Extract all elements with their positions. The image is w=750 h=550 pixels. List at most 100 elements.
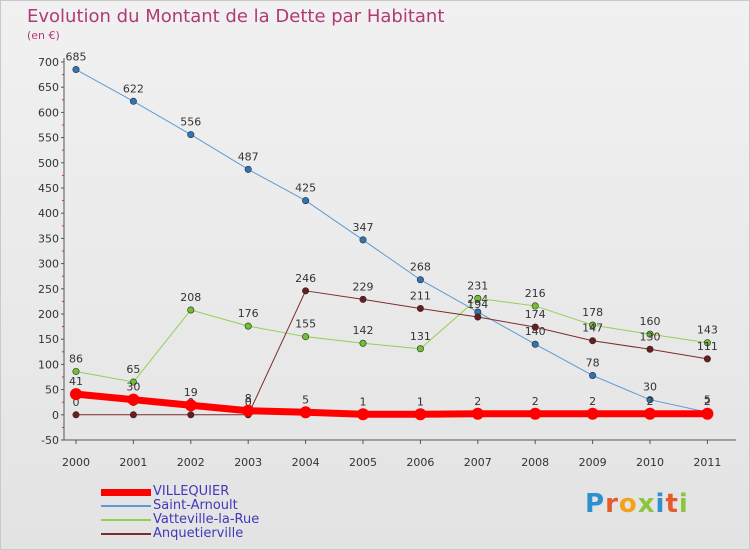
y-tick-label: 350 [38,232,59,245]
legend-label: VILLEQUIER [153,484,230,499]
data-label: 1 [417,395,424,408]
logo-letter: x [637,489,656,519]
y-tick-label: 500 [38,157,59,170]
data-label: 5 [704,393,711,406]
data-point [302,197,310,205]
x-tick-label: 2002 [177,456,205,469]
legend-item: Saint-Arnoult [101,499,259,513]
data-point [703,355,711,363]
data-label: 2 [589,395,596,408]
data-point [187,411,195,419]
y-tick-label: 100 [38,358,59,371]
series-line [72,390,711,418]
x-tick-label: 2007 [464,456,492,469]
x-tick-label: 2010 [636,456,664,469]
chart-title: Evolution du Montant de la Dette par Hab… [27,6,445,27]
data-point [531,340,539,348]
data-point [474,294,482,302]
data-point [414,408,427,421]
data-label: 1 [360,395,367,408]
data-point [244,165,252,173]
y-tick-label: 650 [38,81,59,94]
data-label: 142 [353,324,374,337]
legend-label: Anquetierville [153,526,244,541]
logo-letter: i [655,489,666,519]
data-label: 8 [245,392,252,405]
legend-item: Vatteville-la-Rue [101,513,259,527]
data-point [359,295,367,303]
y-tick-label: 0 [52,409,59,422]
data-label: 211 [410,289,431,302]
data-label: 2 [532,395,539,408]
x-tick-label: 2011 [693,456,721,469]
data-point [244,322,252,330]
y-tick-label: 550 [38,132,59,145]
data-label: 65 [126,363,140,376]
data-point [416,345,424,353]
logo-letter: o [618,489,638,519]
data-label: 174 [525,308,546,321]
data-point [416,276,424,284]
logo-letter: r [605,489,619,519]
legend-swatch [101,533,151,535]
data-label: 131 [410,330,431,343]
y-tick-label: -50 [41,434,59,447]
data-point [359,339,367,347]
y-tick-label: 600 [38,106,59,119]
legend-swatch [101,519,151,521]
data-label: 208 [180,291,201,304]
x-tick-label: 2008 [521,456,549,469]
data-label: 268 [410,261,431,274]
y-tick-label: 200 [38,308,59,321]
y-tick-label: 50 [45,384,59,397]
data-label: 30 [126,381,140,394]
data-point [187,306,195,314]
data-point [129,378,137,386]
data-label: 0 [245,396,252,409]
data-point [129,411,137,419]
data-label: 425 [295,182,316,195]
data-label: 5 [302,393,309,406]
data-label: 160 [640,315,661,328]
data-point [646,345,654,353]
data-label: 0 [73,396,80,409]
data-label: 216 [525,287,546,300]
y-tick-label: 300 [38,258,59,271]
data-label: 176 [238,307,259,320]
proxiti-logo: Proxiti [585,489,689,519]
x-tick-label: 2006 [406,456,434,469]
data-label: 347 [353,221,374,234]
data-point [646,396,654,404]
data-label: 2 [647,395,654,408]
data-point [471,407,484,420]
x-tick-label: 2000 [62,456,90,469]
data-point [359,236,367,244]
data-label: 622 [123,82,144,95]
x-tick-label: 2009 [579,456,607,469]
x-tick-label: 2003 [234,456,262,469]
series-line [75,69,708,413]
x-tick-label: 2005 [349,456,377,469]
legend-label: Vatteville-la-Rue [153,512,260,527]
data-point [589,321,597,329]
data-label: 78 [586,356,600,369]
data-point [589,337,597,345]
data-label: 178 [582,306,603,319]
y-tick-label: 450 [38,182,59,195]
data-label: 19 [184,386,198,399]
data-point [644,407,656,420]
legend-item: VILLEQUIER [101,485,259,499]
data-label: 556 [180,116,201,129]
y-tick-label: 400 [38,207,59,220]
data-label: 130 [640,330,661,343]
data-label: 2 [704,395,711,408]
data-label: 246 [295,272,316,285]
data-label: 155 [295,318,316,331]
series-line [75,290,708,416]
data-label: 194 [467,298,488,311]
y-tick-label: 150 [38,333,59,346]
data-label: 685 [66,51,87,64]
x-tick-label: 2004 [292,456,320,469]
data-point [531,302,539,310]
data-point [129,97,137,105]
